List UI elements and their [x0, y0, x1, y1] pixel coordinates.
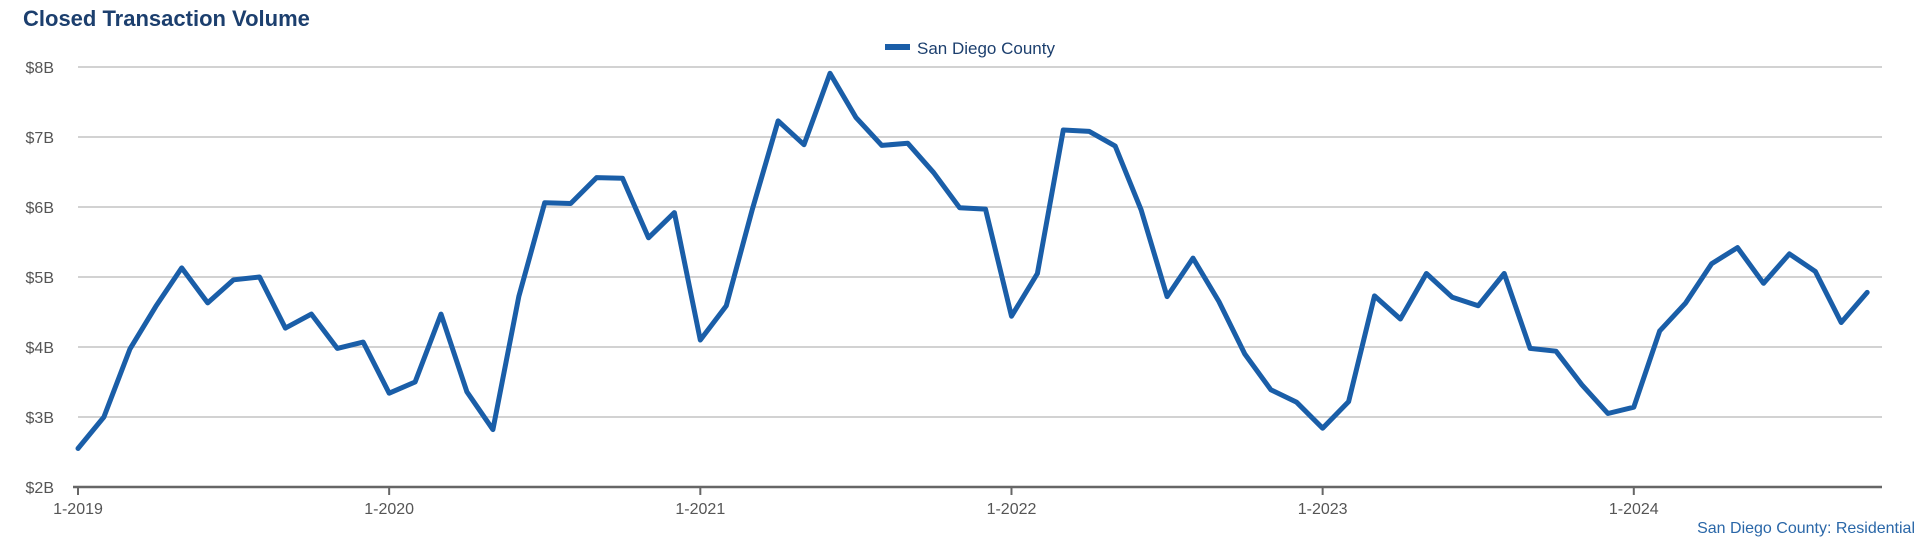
y-tick-label: $5B: [26, 270, 54, 287]
grid-lines: [78, 66, 1882, 418]
y-tick-label: $4B: [26, 340, 54, 357]
x-axis: 1-2019 1-2020 1-2021 1-2022 1-2023 1-2024: [53, 485, 1882, 518]
y-tick-label: $7B: [26, 130, 54, 147]
y-tick-label: $3B: [26, 410, 54, 427]
chart-title: Closed Transaction Volume: [23, 6, 310, 31]
series-line: [75, 70, 1870, 451]
legend: San Diego County: [885, 39, 1055, 58]
legend-swatch: [885, 44, 910, 50]
legend-label: San Diego County: [917, 39, 1055, 58]
x-tick-label: 1-2020: [364, 501, 414, 518]
y-axis-ticks: $2B $3B $4B $5B $6B $7B $8B: [26, 60, 54, 497]
x-tick-label: 1-2024: [1609, 501, 1659, 518]
source-label: San Diego County: Residential: [1697, 520, 1915, 537]
x-tick-label: 1-2021: [675, 501, 725, 518]
y-tick-label: $2B: [26, 480, 54, 497]
x-tick-label: 1-2019: [53, 501, 103, 518]
x-tick-label: 1-2023: [1298, 501, 1348, 518]
series-lines: [75, 70, 1870, 451]
y-tick-label: $8B: [26, 60, 54, 77]
y-tick-label: $6B: [26, 200, 54, 217]
x-tick-label: 1-2022: [987, 501, 1037, 518]
